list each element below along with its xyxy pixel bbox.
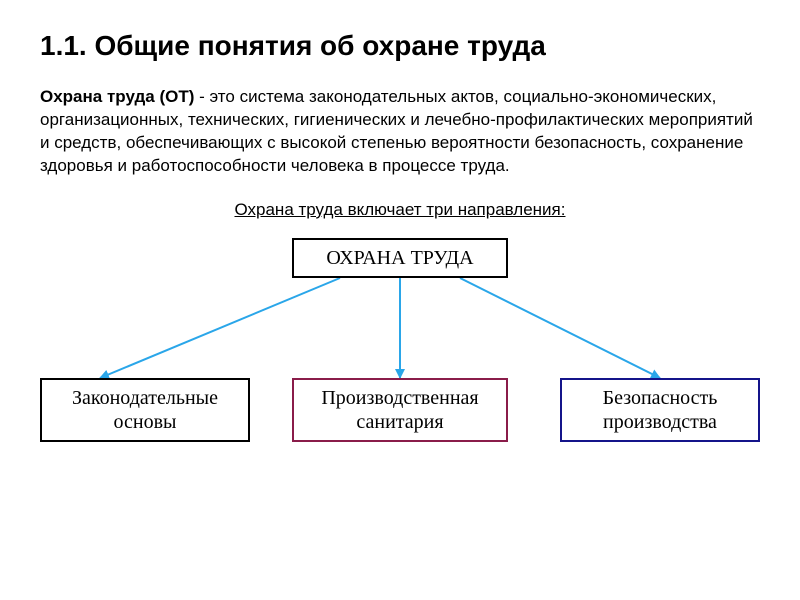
diagram-node-root: ОХРАНА ТРУДА — [292, 238, 508, 278]
definition-term: Охрана труда (ОТ) — [40, 87, 194, 106]
diagram-node-n1: Законодательные основы — [40, 378, 250, 442]
diagram-node-n3: Безопасность производства — [560, 378, 760, 442]
page-root: 1.1. Общие понятия об охране труда Охран… — [0, 0, 800, 600]
definition-paragraph: Охрана труда (ОТ) - это система законода… — [40, 86, 760, 178]
diagram-subheading: Охрана труда включает три направления: — [40, 200, 760, 220]
diagram-node-n2: Производственная санитария — [292, 378, 508, 442]
tree-diagram: ОХРАНА ТРУДА Законодательные основы Произв… — [40, 238, 760, 468]
diagram-edge — [100, 278, 340, 378]
page-title: 1.1. Общие понятия об охране труда — [40, 30, 760, 62]
diagram-edge — [460, 278, 660, 378]
